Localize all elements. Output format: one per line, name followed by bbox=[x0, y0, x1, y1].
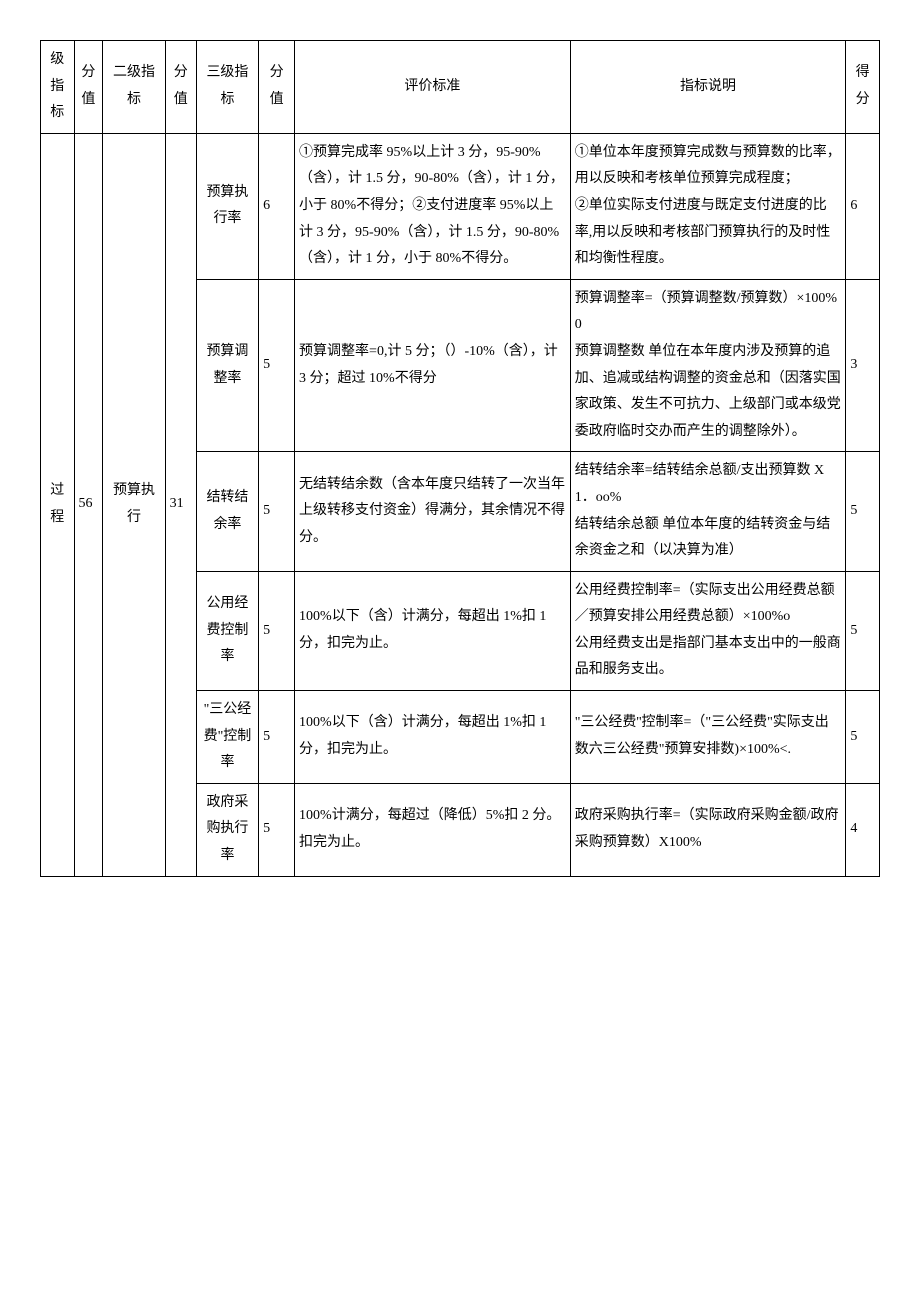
desc-cell: ①单位本年度预算完成数与预算数的比率，用以反映和考核单位预算完成程度； ②单位实… bbox=[570, 133, 846, 279]
header-standard: 评价标准 bbox=[295, 41, 571, 134]
header-row: 级指标 分值 二级指标 分值 三级指标 分值 评价标准 指标说明 得分 bbox=[41, 41, 880, 134]
header-desc: 指标说明 bbox=[570, 41, 846, 134]
standard-cell: 预算调整率=0,计 5 分；（）-10%（含），计 3 分；超过 10%不得分 bbox=[295, 279, 571, 452]
level3-name: 预算执行率 bbox=[196, 133, 258, 279]
level3-score: 5 bbox=[259, 691, 295, 784]
level2-name: 预算执行 bbox=[103, 133, 165, 876]
desc-cell: 公用经费控制率=（实际支出公用经费总额／预算安排公用经费总额）×100%o 公用… bbox=[570, 571, 846, 690]
standard-cell: 100%以下（含）计满分，每超出 1%扣 1 分，扣完为止。 bbox=[295, 691, 571, 784]
evaluation-table-page: 级指标 分值 二级指标 分值 三级指标 分值 评价标准 指标说明 得分 过程 5… bbox=[40, 40, 880, 877]
header-score1: 分值 bbox=[74, 41, 103, 134]
standard-cell: 无结转结余数（含本年度只结转了一次当年上级转移支付资金）得满分，其余情况不得分。 bbox=[295, 452, 571, 571]
desc-cell: 结转结余率=结转结余总额/支出预算数 X1．oo% 结转结余总额 单位本年度的结… bbox=[570, 452, 846, 571]
standard-cell: 100%计满分，每超过（降低）5%扣 2 分。扣完为止。 bbox=[295, 783, 571, 876]
level3-name: 结转结余率 bbox=[196, 452, 258, 571]
final-score: 6 bbox=[846, 133, 880, 279]
level3-score: 5 bbox=[259, 279, 295, 452]
header-level2: 二级指标 bbox=[103, 41, 165, 134]
final-score: 3 bbox=[846, 279, 880, 452]
level1-score: 56 bbox=[74, 133, 103, 876]
level3-score: 5 bbox=[259, 452, 295, 571]
header-level1: 级指标 bbox=[41, 41, 75, 134]
level1-name: 过程 bbox=[41, 133, 75, 876]
final-score: 5 bbox=[846, 452, 880, 571]
header-final: 得分 bbox=[846, 41, 880, 134]
level2-score: 31 bbox=[165, 133, 196, 876]
table-row: 过程 56 预算执行 31 预算执行率 6 ①预算完成率 95%以上计 3 分，… bbox=[41, 133, 880, 279]
level3-name: 公用经费控制率 bbox=[196, 571, 258, 690]
level3-name: 预算调整率 bbox=[196, 279, 258, 452]
desc-cell: 预算调整率=（预算调整数/预算数）×100%0 预算调整数 单位在本年度内涉及预… bbox=[570, 279, 846, 452]
level3-name: 政府采购执行率 bbox=[196, 783, 258, 876]
level3-score: 5 bbox=[259, 571, 295, 690]
standard-cell: ①预算完成率 95%以上计 3 分，95-90%（含），计 1.5 分，90-8… bbox=[295, 133, 571, 279]
level3-score: 5 bbox=[259, 783, 295, 876]
level3-name: "三公经费"控制率 bbox=[196, 691, 258, 784]
final-score: 4 bbox=[846, 783, 880, 876]
final-score: 5 bbox=[846, 571, 880, 690]
standard-cell: 100%以下（含）计满分，每超出 1%扣 1 分，扣完为止。 bbox=[295, 571, 571, 690]
header-score3: 分值 bbox=[259, 41, 295, 134]
level3-score: 6 bbox=[259, 133, 295, 279]
header-level3: 三级指标 bbox=[196, 41, 258, 134]
final-score: 5 bbox=[846, 691, 880, 784]
evaluation-table: 级指标 分值 二级指标 分值 三级指标 分值 评价标准 指标说明 得分 过程 5… bbox=[40, 40, 880, 877]
desc-cell: "三公经费''控制率=（"三公经费"实际支出数六三公经费"预算安排数)×100%… bbox=[570, 691, 846, 784]
header-score2: 分值 bbox=[165, 41, 196, 134]
desc-cell: 政府采购执行率=（实际政府采购金额/政府采购预算数）X100% bbox=[570, 783, 846, 876]
